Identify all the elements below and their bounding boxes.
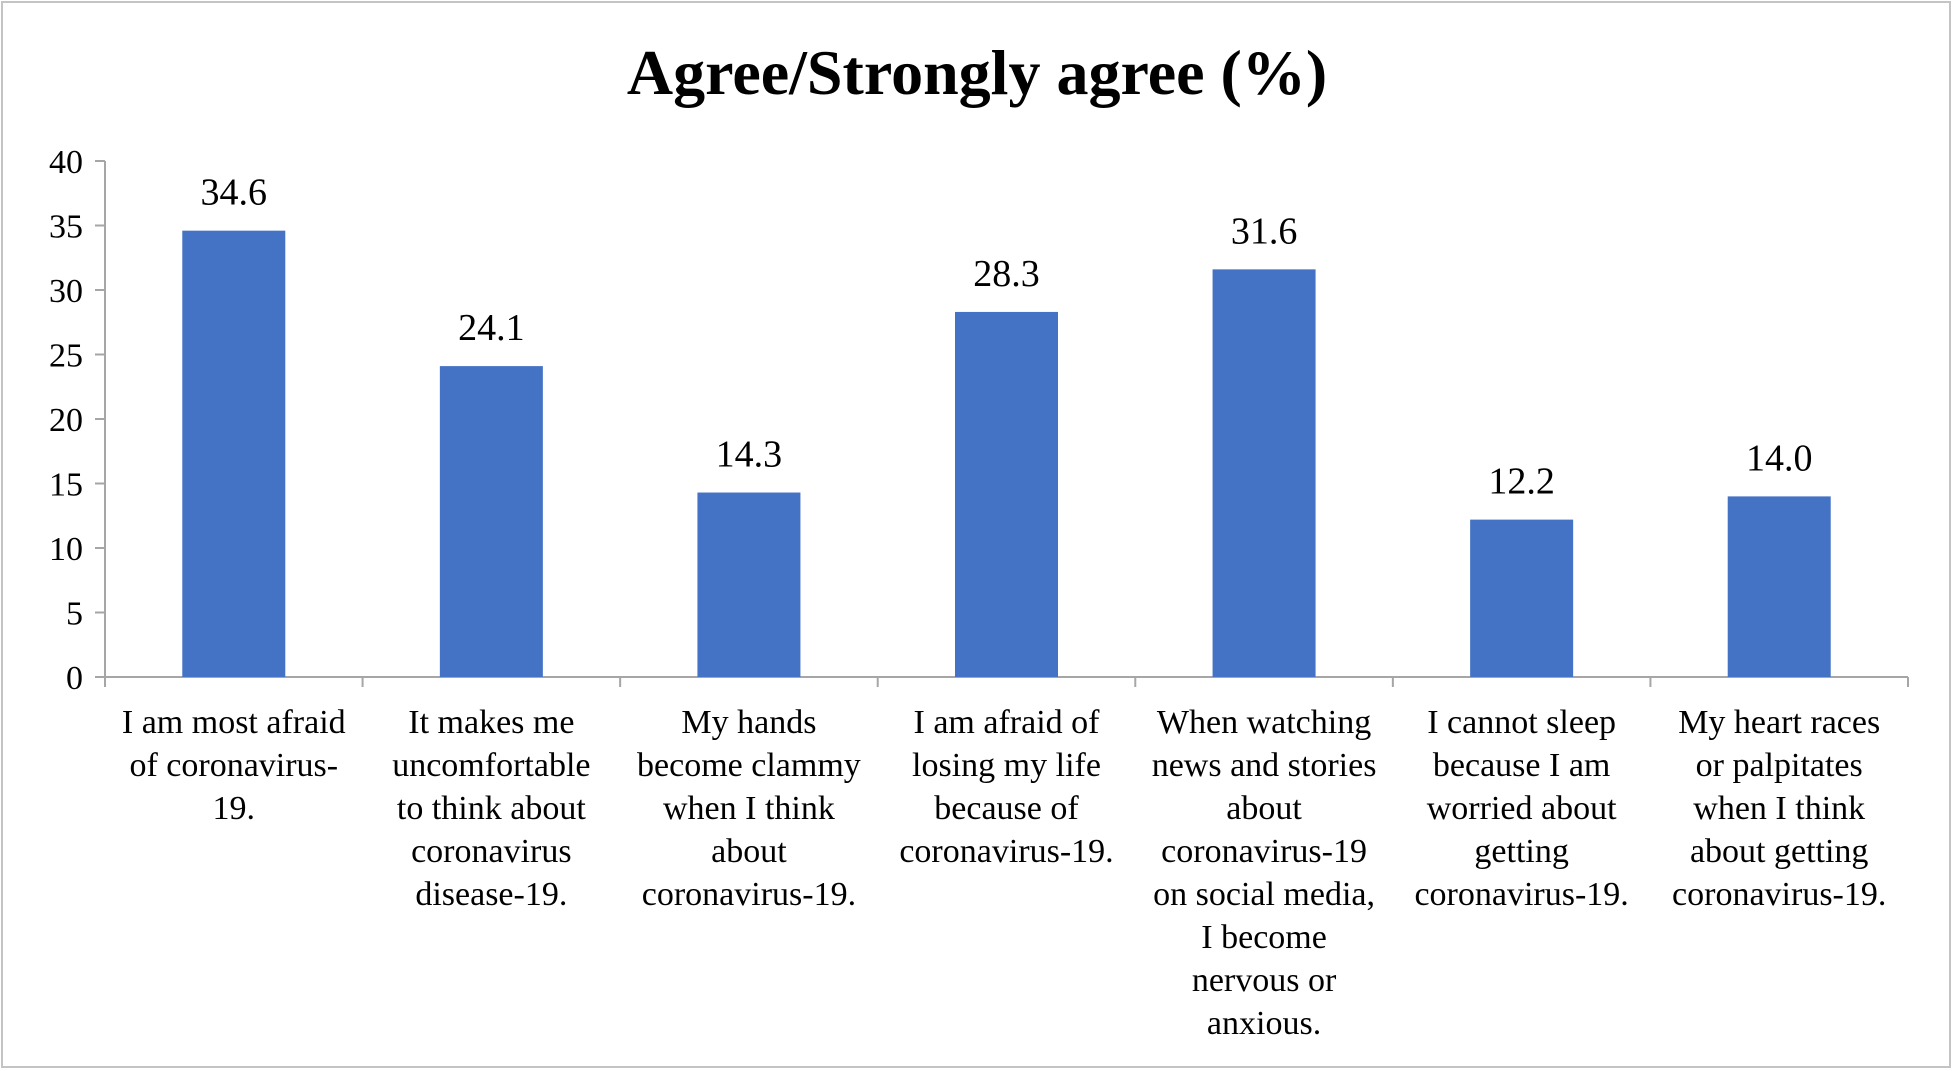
- x-tick-label-line: I am most afraid: [122, 704, 346, 741]
- x-tick-label-line: My hands: [681, 704, 816, 741]
- bar: [697, 492, 801, 677]
- x-tick-label-line: when I think: [1693, 790, 1865, 827]
- y-tick-label: 30: [49, 273, 83, 310]
- x-tick-label-line: My heart races: [1678, 704, 1880, 741]
- data-label: 24.1: [458, 307, 525, 349]
- data-label: 12.2: [1488, 461, 1555, 503]
- bar: [182, 230, 286, 677]
- x-tick-label-line: when I think: [663, 790, 835, 827]
- x-tick-label: I cannot sleep because I am worried about g…: [1414, 704, 1628, 913]
- data-label: 34.6: [201, 172, 268, 214]
- x-tick-label-line: because of: [934, 790, 1079, 827]
- data-labels: 34.6 24.1 14.3 28.3 31.6 12.2 14.0: [201, 172, 1813, 503]
- y-tick-label: 10: [49, 531, 83, 568]
- x-tick-label: I am afraid of losing my life because of co…: [899, 704, 1113, 870]
- x-tick-label-line: because I am: [1433, 747, 1610, 784]
- x-tick-label-line: anxious.: [1207, 1005, 1321, 1042]
- x-tick-label: My heart races or palpitates when I think a…: [1672, 704, 1886, 913]
- data-label: 28.3: [973, 253, 1040, 295]
- x-tick-label-line: nervous or: [1192, 962, 1337, 999]
- y-tick-label: 25: [49, 338, 83, 375]
- bar: [1470, 519, 1574, 677]
- x-tick-label-line: about: [1226, 790, 1302, 827]
- y-tick-label: 0: [66, 660, 83, 697]
- x-axis: [104, 676, 1909, 687]
- x-tick-label-line: 19.: [213, 790, 256, 827]
- x-tick-label-line: coronavirus-19.: [1414, 876, 1628, 913]
- x-tick-label-line: I am afraid of: [914, 704, 1101, 741]
- x-tick-label-line: about getting: [1690, 833, 1868, 870]
- bar: [955, 311, 1058, 677]
- x-tick-label-line: worried about: [1427, 790, 1617, 827]
- chart-title: Agree/Strongly agree (%): [627, 37, 1327, 108]
- x-tick-label-line: coronavirus-19.: [899, 833, 1113, 870]
- x-tick-label-line: I cannot sleep: [1427, 704, 1616, 741]
- y-tick-label: 15: [49, 467, 83, 504]
- x-tick-label-line: losing my life: [912, 747, 1101, 784]
- x-tick-label-line: I become: [1201, 919, 1327, 956]
- x-tick-label-line: news and stories: [1152, 747, 1377, 784]
- x-tick-label: I am most afraid of coronavirus- 19.: [122, 704, 346, 827]
- x-tick-label: It makes me uncomfortable to think about co…: [392, 704, 590, 913]
- data-label: 14.3: [716, 434, 783, 476]
- x-tick-label-line: coronavirus: [411, 833, 572, 870]
- x-tick-label-line: become clammy: [637, 747, 861, 784]
- y-tick-label: 40: [49, 144, 83, 181]
- x-tick-label-line: coronavirus-19: [1161, 833, 1367, 870]
- x-tick-label-line: It makes me: [408, 704, 574, 741]
- x-tick-label-line: about: [711, 833, 787, 870]
- category-labels: I am most afraid of coronavirus- 19. It mak…: [122, 704, 1886, 1042]
- y-tick-label: 20: [49, 402, 83, 439]
- y-tick-label: 5: [66, 596, 83, 633]
- data-label: 14.0: [1746, 437, 1813, 479]
- x-tick-label-line: disease-19.: [415, 876, 567, 913]
- bar: [439, 366, 543, 677]
- x-tick-label-line: or palpitates: [1696, 747, 1863, 784]
- bar: [1727, 496, 1831, 677]
- x-tick-label-line: coronavirus-19.: [1672, 876, 1886, 913]
- y-tick-label: 35: [49, 209, 83, 246]
- bars: [182, 230, 1831, 677]
- x-tick-label-line: getting: [1474, 833, 1568, 870]
- x-tick-label-line: on social media,: [1153, 876, 1375, 913]
- x-tick-label-line: of coronavirus-: [129, 747, 338, 784]
- data-label: 31.6: [1231, 210, 1298, 252]
- bar: [1212, 269, 1316, 677]
- x-tick-label-line: When watching: [1157, 704, 1371, 741]
- x-tick-label-line: uncomfortable: [392, 747, 590, 784]
- x-tick-label: When watching news and stories about corona…: [1152, 704, 1377, 1042]
- y-axis: 0 5 10 15 20 25 30 35 40: [49, 144, 106, 697]
- x-tick-label: My hands become clammy when I think about co…: [637, 704, 861, 913]
- x-tick-label-line: coronavirus-19.: [642, 876, 856, 913]
- x-tick-label-line: to think about: [397, 790, 586, 827]
